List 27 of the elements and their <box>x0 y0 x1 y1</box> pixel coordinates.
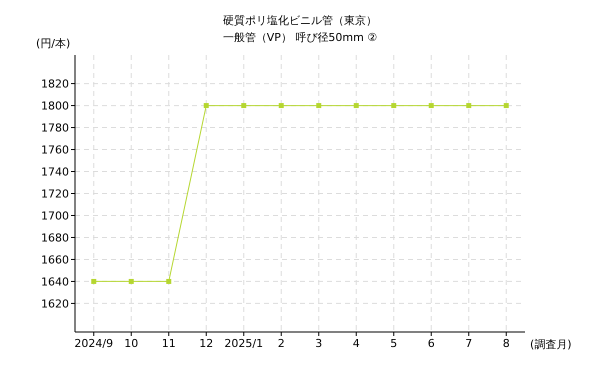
x-tick-label: 11 <box>162 337 176 350</box>
x-tick-label: 4 <box>352 337 360 350</box>
x-tick-label: 3 <box>315 337 322 350</box>
x-tick-label: 8 <box>502 337 510 350</box>
y-tick-label: 1680 <box>41 231 69 244</box>
y-tick-label: 1620 <box>41 297 69 310</box>
x-tick-label: 5 <box>390 337 398 350</box>
x-tick-label: 2025/1 <box>224 337 264 350</box>
x-tick-label: 2024/9 <box>74 337 114 350</box>
x-tick-label: 10 <box>124 337 138 350</box>
chart-title: 硬質ポリ塩化ビニル管（東京） <box>223 14 377 27</box>
x-tick-label: 12 <box>199 337 214 350</box>
chart-subtitle: 一般管（VP） 呼び径50mm ② <box>222 31 378 44</box>
y-tick-label: 1640 <box>41 275 69 288</box>
y-tick-label: 1760 <box>41 144 69 157</box>
y-tick-label: 1820 <box>41 78 69 91</box>
y-tick-label: 1720 <box>41 188 69 200</box>
y-axis-title: (円/本) <box>36 37 70 50</box>
y-tick-label: 1700 <box>41 209 69 222</box>
y-tick-label: 1780 <box>41 122 69 135</box>
x-tick-label: 6 <box>428 337 435 350</box>
y-tick-label: 1800 <box>41 100 69 113</box>
y-tick-label: 1660 <box>41 253 69 266</box>
y-tick-label: 1740 <box>41 166 69 179</box>
x-tick-label: 2 <box>278 337 285 350</box>
x-tick-label: 7 <box>465 337 472 350</box>
x-axis-title: (調査月) <box>530 338 572 351</box>
